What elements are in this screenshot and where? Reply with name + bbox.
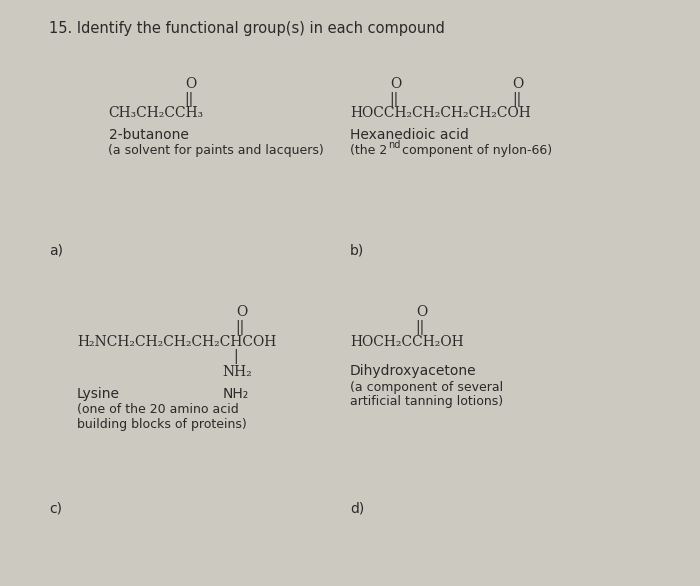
Text: building blocks of proteins): building blocks of proteins) xyxy=(77,418,246,431)
Text: ||: || xyxy=(512,91,522,107)
Text: |: | xyxy=(234,349,238,364)
Text: nd: nd xyxy=(388,140,400,150)
Text: 15. Identify the functional group(s) in each compound: 15. Identify the functional group(s) in … xyxy=(49,21,445,36)
Text: CH₃CH₂CCH₃: CH₃CH₂CCH₃ xyxy=(108,106,204,120)
Text: O: O xyxy=(512,77,524,91)
Text: O: O xyxy=(236,305,247,319)
Text: Dihydroxyacetone: Dihydroxyacetone xyxy=(350,364,477,378)
Text: HOCH₂CCH₂OH: HOCH₂CCH₂OH xyxy=(350,335,463,349)
Text: d): d) xyxy=(350,502,364,516)
Text: c): c) xyxy=(49,502,62,516)
Text: (a component of several: (a component of several xyxy=(350,381,503,394)
Text: HOCCH₂CH₂CH₂CH₂COH: HOCCH₂CH₂CH₂CH₂COH xyxy=(350,106,531,120)
Text: ||: || xyxy=(184,91,194,107)
Text: component of nylon-66): component of nylon-66) xyxy=(398,144,552,157)
Text: O: O xyxy=(416,305,427,319)
Text: a): a) xyxy=(49,244,63,258)
Text: (a solvent for paints and lacquers): (a solvent for paints and lacquers) xyxy=(108,144,324,157)
Text: O: O xyxy=(185,77,196,91)
Text: H₂NCH₂CH₂CH₂CH₂CHCOH: H₂NCH₂CH₂CH₂CH₂CHCOH xyxy=(77,335,276,349)
Text: artificial tanning lotions): artificial tanning lotions) xyxy=(350,396,503,408)
Text: ||: || xyxy=(415,320,425,335)
Text: Hexanedioic acid: Hexanedioic acid xyxy=(350,128,469,142)
Text: 2-butanone: 2-butanone xyxy=(108,128,188,142)
Text: (the 2: (the 2 xyxy=(350,144,387,157)
Text: NH₂: NH₂ xyxy=(223,365,252,379)
Text: ||: || xyxy=(235,320,245,335)
Text: b): b) xyxy=(350,244,364,258)
Text: Lysine: Lysine xyxy=(77,387,120,401)
Text: NH₂: NH₂ xyxy=(223,387,249,401)
Text: O: O xyxy=(390,77,401,91)
Text: (one of the 20 amino acid: (one of the 20 amino acid xyxy=(77,403,239,416)
Text: ||: || xyxy=(389,91,399,107)
